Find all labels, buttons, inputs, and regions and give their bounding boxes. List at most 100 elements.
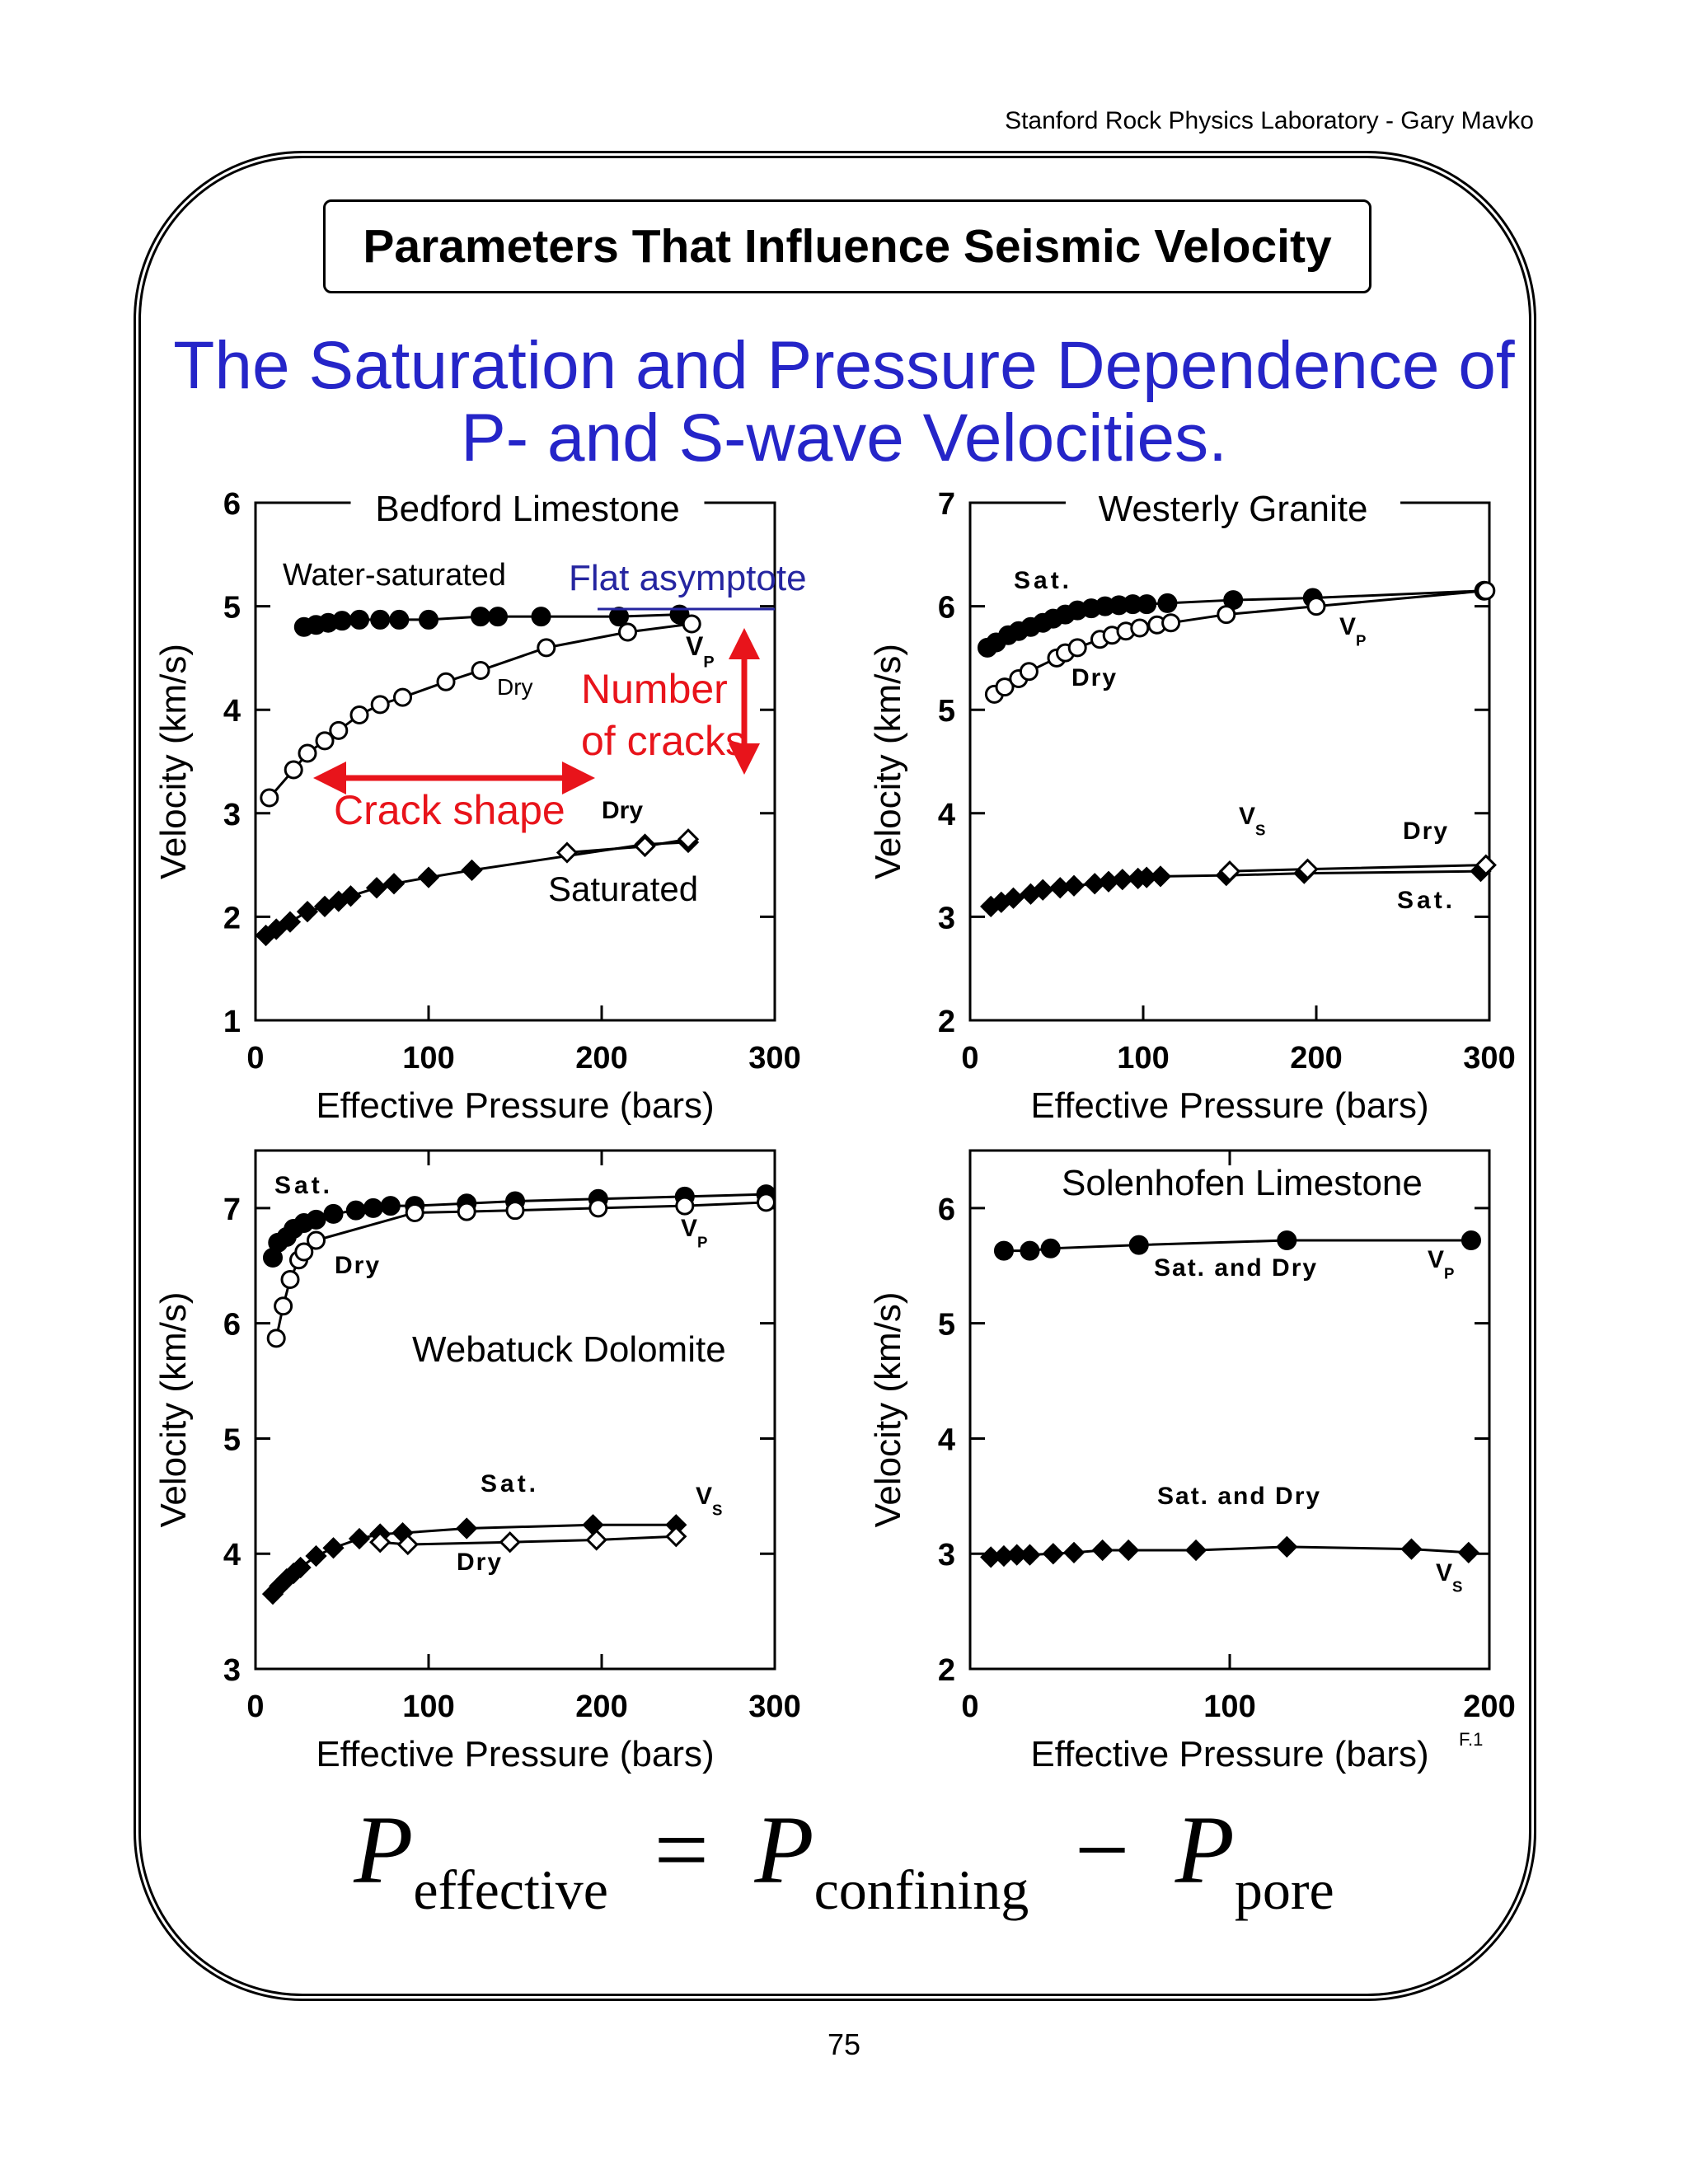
data-point	[389, 609, 410, 630]
panel-title: Westerly Granite	[1099, 489, 1368, 529]
label-dry-s: Dry	[457, 1549, 503, 1576]
x-tick-label: 300	[748, 1690, 800, 1724]
data-point	[382, 873, 406, 895]
label-sat-p: Sat.	[274, 1172, 333, 1199]
data-point	[499, 1531, 521, 1554]
x-tick-label: 100	[402, 1690, 454, 1724]
data-point	[260, 788, 279, 808]
label-vs: VS	[696, 1483, 722, 1519]
data-point	[405, 1202, 424, 1222]
data-point	[531, 607, 551, 627]
data-point	[1019, 662, 1039, 682]
label-vp: VP	[1428, 1246, 1454, 1282]
data-point	[1040, 1238, 1061, 1258]
label-vp: VP	[1339, 613, 1366, 649]
series-line	[1003, 1239, 1471, 1253]
label-vs: VS	[1436, 1559, 1462, 1596]
label-sat-p: Sat.	[1014, 567, 1072, 594]
y-tick-label: 3	[938, 1538, 955, 1572]
crack-number-arrow-down	[729, 743, 760, 775]
panel-title-bg	[1065, 486, 1401, 536]
figure-code: F.1	[1459, 1729, 1483, 1750]
data-point	[995, 677, 1015, 697]
data-point	[1475, 854, 1497, 876]
data-point	[349, 609, 369, 630]
y-tick-label: 3	[223, 798, 241, 832]
data-point	[556, 841, 579, 864]
x-tick-label: 300	[1463, 1041, 1515, 1076]
data-point	[1128, 1235, 1149, 1255]
y-tick-label: 4	[938, 798, 955, 832]
data-point	[1184, 1539, 1207, 1562]
subtitle-line-1: The Saturation and Pressure Dependence o…	[173, 328, 1515, 403]
label-dry-s: Dry	[1403, 818, 1449, 845]
plot-frame	[254, 1149, 776, 1671]
panel-2-labels: Westerly Granite Sat. Dry VP VS Dry Sat.	[1014, 486, 1452, 914]
data-point	[461, 859, 483, 882]
data-point	[323, 1203, 344, 1224]
y-tick-label: 1	[223, 1005, 241, 1039]
data-point	[1218, 860, 1241, 883]
y-tick-label: 5	[938, 1308, 955, 1343]
formula-sub-pore: pore	[1234, 1858, 1334, 1921]
data-point	[280, 1270, 300, 1290]
data-point	[265, 918, 288, 940]
annotation-number-line-1: Number	[581, 666, 728, 712]
data-point	[365, 877, 388, 899]
data-point	[1306, 597, 1326, 616]
chart-panel-3: 0 100 200 300 3 4 5 6 7 Effective Pressure (bars)…	[153, 1149, 801, 1774]
y-axis-label: Velocity (km/s)	[153, 644, 194, 879]
data-point	[1111, 869, 1133, 891]
y-tick-label: 6	[223, 487, 241, 522]
data-point	[1457, 1541, 1479, 1563]
effective-pressure-formula: Peffective = Pconfining − Ppore	[0, 1793, 1688, 1947]
data-point	[380, 1196, 401, 1216]
data-point	[1276, 1535, 1298, 1558]
data-point	[322, 1537, 345, 1559]
formula-sub-effective: effective	[413, 1858, 608, 1921]
data-point	[1476, 581, 1496, 601]
x-tick-label: 0	[961, 1041, 978, 1076]
data-point	[1002, 887, 1025, 909]
data-point	[306, 1209, 326, 1230]
data-point	[370, 609, 391, 630]
data-point	[419, 609, 438, 630]
data-point	[396, 1533, 419, 1556]
panel-4-labels: Solenhofen Limestone Sat. and Dry VP Sat. a…	[1062, 1163, 1483, 1750]
y-tick-label: 4	[223, 694, 241, 729]
data-point	[488, 607, 508, 627]
formula-sub-confining: confining	[814, 1858, 1029, 1921]
label-dry-p: Dry	[497, 674, 533, 700]
data-point	[1062, 1541, 1085, 1563]
y-tick-label: 5	[938, 694, 955, 729]
data-point	[757, 1193, 776, 1212]
slide-title: Parameters That Influence Seismic Veloci…	[323, 199, 1372, 293]
data-point	[1461, 1230, 1481, 1251]
data-point	[609, 607, 629, 627]
y-tick-label: 5	[223, 591, 241, 626]
data-point	[369, 1531, 392, 1554]
data-point	[582, 1514, 604, 1536]
data-point	[457, 1202, 476, 1221]
data-point	[345, 1200, 366, 1221]
data-point	[266, 1329, 286, 1348]
x-axis-label: Effective Pressure (bars)	[1030, 1734, 1428, 1774]
label-dry-s: Dry	[602, 797, 643, 824]
y-tick-label: 2	[938, 1653, 955, 1688]
data-point	[349, 705, 369, 724]
y-tick-label: 2	[938, 1005, 955, 1039]
data-point	[348, 1527, 371, 1550]
data-point	[305, 1544, 327, 1568]
data-point	[677, 828, 700, 851]
formula-equals: =	[654, 1796, 710, 1904]
data-point	[634, 835, 656, 858]
data-point	[436, 672, 456, 691]
y-tick-label: 6	[938, 1193, 955, 1227]
data-point	[1296, 858, 1319, 880]
crack-shape-arrow-right	[562, 762, 595, 794]
label-sat-and-dry-p: Sat. and Dry	[1154, 1254, 1318, 1282]
data-point	[1042, 1543, 1064, 1565]
data-point	[682, 614, 701, 634]
crack-shape-arrow-left	[313, 762, 346, 794]
